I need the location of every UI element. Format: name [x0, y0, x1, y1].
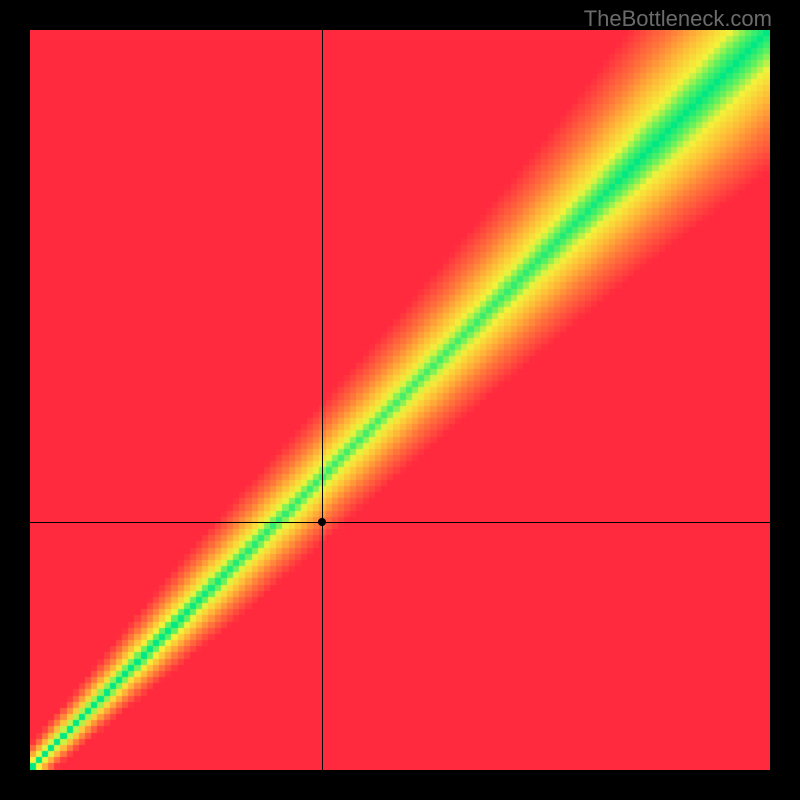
plot-area: [30, 30, 770, 770]
heatmap-canvas: [30, 30, 770, 770]
chart-container: TheBottleneck.com: [0, 0, 800, 800]
watermark-text: TheBottleneck.com: [584, 6, 772, 32]
crosshair-marker: [318, 518, 326, 526]
crosshair-vertical: [322, 30, 323, 770]
crosshair-horizontal: [30, 522, 770, 523]
